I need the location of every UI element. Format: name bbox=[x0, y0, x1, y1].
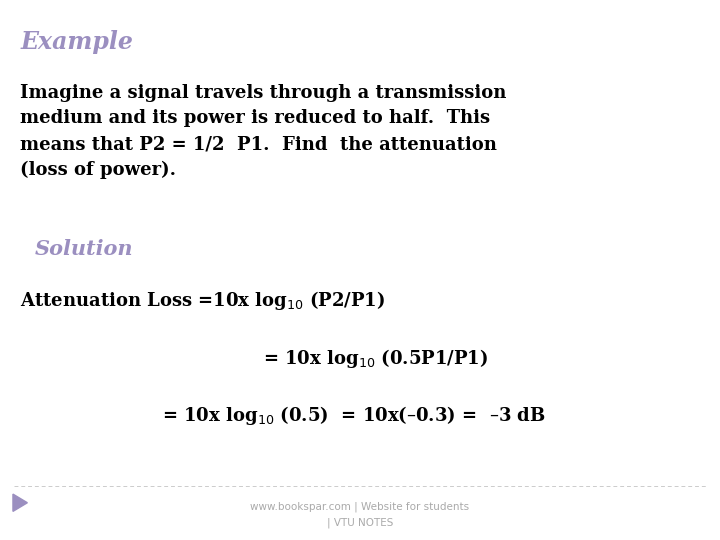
Text: Example: Example bbox=[20, 30, 133, 53]
Text: Imagine a signal travels through a transmission
medium and its power is reduced : Imagine a signal travels through a trans… bbox=[20, 84, 507, 179]
Text: Attenuation Loss =10x log$_{10}$ (P2/P1): Attenuation Loss =10x log$_{10}$ (P2/P1) bbox=[20, 289, 385, 312]
Text: Solution: Solution bbox=[35, 239, 133, 259]
Text: | VTU NOTES: | VTU NOTES bbox=[327, 517, 393, 528]
Text: www.bookspar.com | Website for students: www.bookspar.com | Website for students bbox=[251, 501, 469, 511]
Text: = 10x log$_{10}$ (0.5P1/P1): = 10x log$_{10}$ (0.5P1/P1) bbox=[263, 347, 488, 370]
Text: = 10x log$_{10}$ (0.5)  = 10x(–0.3) =  –3 dB: = 10x log$_{10}$ (0.5) = 10x(–0.3) = –3 … bbox=[162, 404, 546, 427]
